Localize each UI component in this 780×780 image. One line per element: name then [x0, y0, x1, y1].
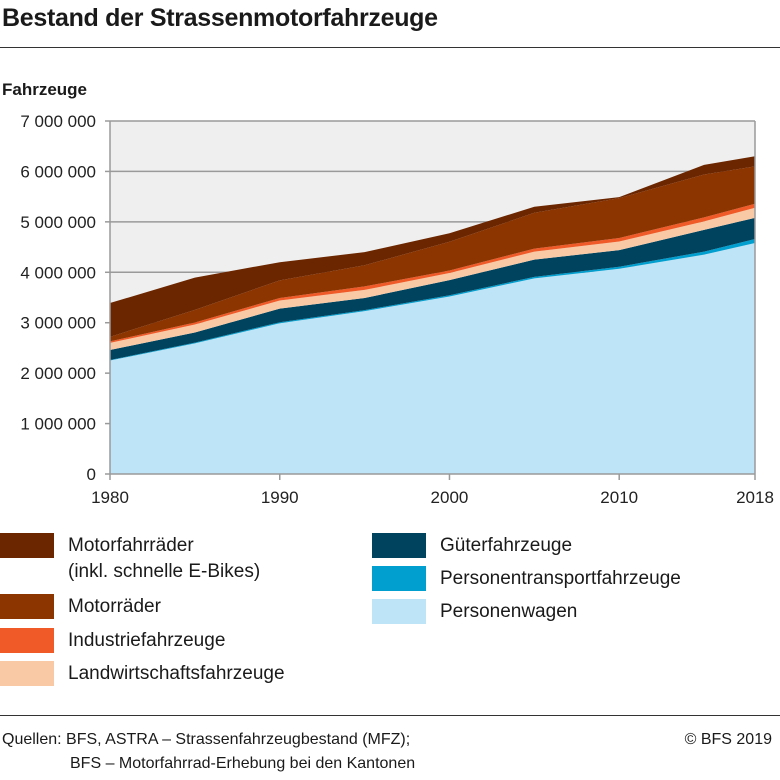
legend-item-motorraeder: Motorräder: [0, 594, 161, 620]
y-axis-label: Fahrzeuge: [2, 80, 88, 99]
legend-item-personentransportfahrzeuge: Personentransportfahrzeuge: [372, 566, 681, 592]
x-tick-label: 2000: [431, 488, 469, 507]
title-divider: [0, 47, 780, 48]
legend-label: Industriefahrzeuge: [68, 630, 226, 651]
legend-swatch: [0, 628, 54, 653]
y-tick-label: 7 000 000: [20, 112, 96, 131]
source-line-2: BFS – Motorfahrrad-Erhebung bei den Kant…: [70, 755, 416, 772]
area-series-0: [110, 243, 755, 474]
footer-divider: [0, 715, 780, 716]
area-series-3: [110, 207, 755, 350]
legend-label: Landwirtschaftsfahrzeuge: [68, 663, 285, 684]
area-series-6: [110, 156, 755, 337]
y-tick-label: 1 000 000: [20, 415, 96, 434]
y-tick-label: 4 000 000: [20, 263, 96, 282]
legend-swatch: [0, 594, 54, 619]
legend-item-landwirtschaftsfahrzeuge: Landwirtschaftsfahrzeuge: [0, 661, 285, 687]
chart-title: Bestand der Strassenmotorfahrzeuge: [2, 4, 438, 32]
legend-swatch: [0, 661, 54, 686]
y-tick-label: 0: [87, 465, 96, 484]
x-tick-label: 2018: [736, 488, 774, 507]
legend-label: Motorräder: [68, 596, 161, 617]
x-tick-label: 2010: [600, 488, 638, 507]
y-tick-label: 6 000 000: [20, 162, 96, 181]
y-tick-label: 5 000 000: [20, 213, 96, 232]
copyright: © BFS 2019: [684, 731, 772, 748]
legend-label: Personenwagen: [440, 601, 578, 622]
stacked-area-chart: 0 1 000 000 2 000 000 3 000 000 4 000 000 5 0…: [20, 112, 774, 507]
x-tick-label: 1990: [261, 488, 299, 507]
y-tick-label: 3 000 000: [20, 314, 96, 333]
x-tick-label: 1980: [91, 488, 129, 507]
legend-item-personenwagen: Personenwagen: [372, 599, 577, 625]
y-tick-label: 2 000 000: [20, 364, 96, 383]
source-line-1: Quellen: BFS, ASTRA – Strassenfahrzeugbe…: [2, 731, 411, 748]
area-series-5: [110, 166, 755, 342]
legend-swatch: [0, 533, 54, 558]
area-series-2: [110, 217, 755, 361]
legend-swatch: [372, 566, 426, 591]
legend-label: Personentransportfahrzeuge: [440, 568, 681, 589]
legend-item-gueterfahrzeuge: Güterfahrzeuge: [372, 533, 572, 559]
legend-label: (inkl. schnelle E-Bikes): [68, 561, 261, 582]
legend-swatch: [372, 533, 426, 558]
legend-label: Motorfahrräder: [68, 535, 194, 556]
legend-label: Güterfahrzeuge: [440, 535, 573, 556]
legend-swatch: [372, 599, 426, 624]
legend-item-motorfahrraeder: Motorfahrräder (inkl. schnelle E-Bikes): [0, 533, 260, 585]
legend-item-industriefahrzeuge: Industriefahrzeuge: [0, 628, 225, 654]
